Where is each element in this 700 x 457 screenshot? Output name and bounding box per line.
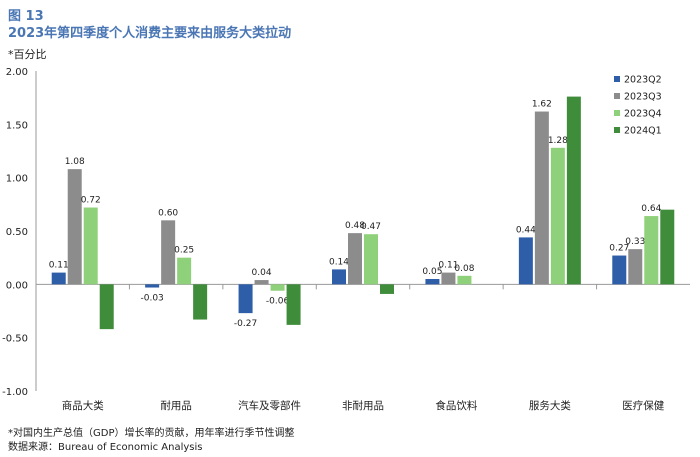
data-label: -0.06 — [266, 297, 290, 307]
legend-swatch — [614, 93, 620, 99]
data-label: 1.08 — [65, 157, 85, 167]
y-tick-label: -0.50 — [2, 334, 28, 345]
bar — [348, 233, 362, 285]
data-label: -0.03 — [140, 294, 163, 304]
data-label: 1.28 — [548, 136, 568, 146]
bar — [518, 237, 533, 285]
x-category-label: 医疗保健 — [622, 399, 664, 412]
bar — [380, 284, 394, 294]
x-category-label: 汽车及零部件 — [238, 399, 301, 412]
data-label: 0.11 — [438, 261, 458, 271]
legend-swatch — [614, 110, 620, 116]
data-label: 0.47 — [361, 222, 381, 232]
data-label: 0.44 — [516, 225, 536, 235]
legend-swatch — [614, 76, 620, 82]
bar — [660, 209, 675, 285]
y-tick-label: 2.00 — [6, 67, 28, 78]
unit-label: *百分比 — [8, 48, 47, 61]
bar — [145, 284, 160, 288]
bar — [161, 220, 176, 285]
data-label: 0.33 — [625, 237, 645, 247]
bar — [628, 249, 643, 285]
bar — [550, 147, 565, 285]
bar — [534, 111, 549, 285]
bar — [286, 284, 301, 325]
footnote: *对国内生产总值（GDP）增长率的贡献，用年率进行季节性调整 — [8, 428, 295, 439]
y-tick-label: 0.00 — [6, 280, 28, 291]
y-tick-label: 0.50 — [6, 227, 28, 238]
data-label: 0.04 — [252, 268, 272, 278]
legend-label: 2023Q3 — [624, 92, 662, 103]
bar — [566, 96, 581, 285]
bar — [193, 284, 208, 320]
bar — [441, 272, 456, 285]
bar-chart: 2.00 1.50 1.00 0.50 0.00 -0.50 -1.00 商品大类 耐用品 汽车及… — [2, 67, 690, 412]
legend-label: 2023Q2 — [624, 75, 662, 86]
legend-label: 2023Q4 — [624, 109, 662, 120]
data-label: 0.60 — [158, 208, 178, 218]
data-label: 0.14 — [329, 257, 349, 267]
bar — [644, 216, 659, 285]
data-label: -0.27 — [234, 319, 257, 329]
bar — [457, 275, 472, 285]
bar — [270, 284, 285, 291]
legend-label: 2024Q1 — [624, 126, 662, 137]
data-label: 1.62 — [532, 100, 552, 110]
data-label: 0.48 — [345, 221, 365, 231]
bar — [364, 234, 378, 285]
data-label: 0.25 — [174, 246, 194, 256]
chart-title: 2023年第四季度个人消费主要来由服务大类拉动 — [8, 26, 292, 41]
figure-label: 图 13 — [8, 9, 44, 24]
y-tick-label: -1.00 — [2, 387, 28, 398]
source-note: 数据来源：Bureau of Economic Analysis — [8, 442, 203, 453]
data-label: 0.08 — [454, 264, 474, 274]
x-category-label: 食品饮料 — [435, 399, 477, 412]
data-label: 0.27 — [609, 244, 629, 254]
x-category-label: 耐用品 — [160, 399, 192, 412]
data-label: 0.11 — [49, 261, 69, 271]
data-label: 0.64 — [641, 204, 661, 214]
bar — [612, 255, 627, 285]
bar — [67, 169, 82, 285]
bar — [51, 272, 66, 285]
bar — [177, 257, 192, 285]
bar — [238, 284, 253, 314]
bar — [332, 269, 346, 285]
data-label: 0.72 — [81, 196, 101, 206]
legend-swatch — [614, 127, 620, 133]
bar — [425, 279, 440, 285]
x-category-label: 服务大类 — [529, 399, 571, 412]
bar — [99, 284, 114, 330]
x-category-label: 商品大类 — [62, 399, 104, 412]
data-label: 0.05 — [422, 267, 442, 277]
bar — [83, 207, 98, 285]
x-category-label: 非耐用品 — [342, 399, 384, 412]
y-tick-label: 1.50 — [6, 120, 28, 131]
y-tick-label: 1.00 — [6, 174, 28, 185]
bar — [254, 280, 269, 285]
